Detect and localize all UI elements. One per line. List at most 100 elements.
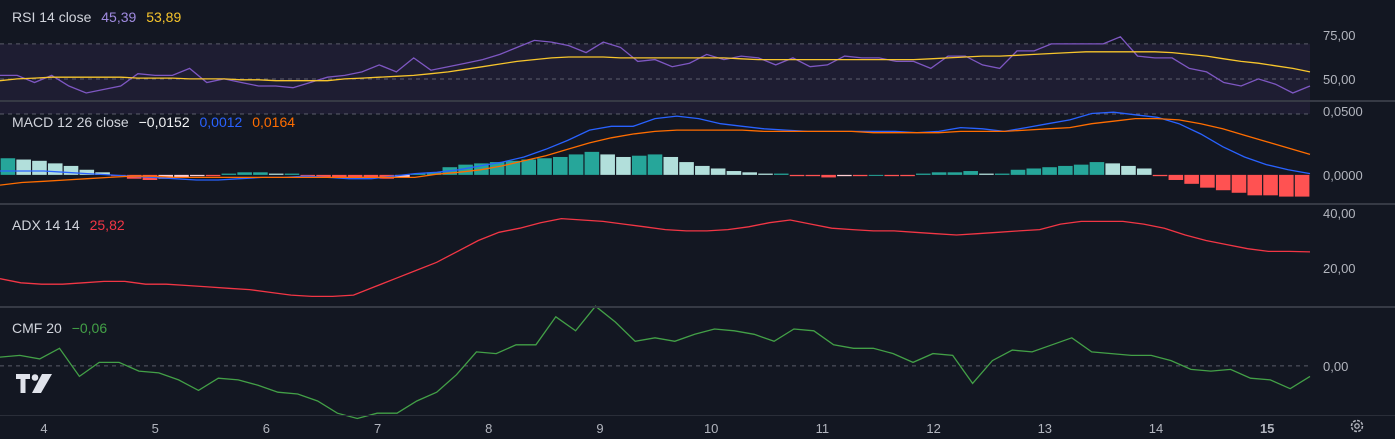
macd-histogram-bar xyxy=(1152,174,1168,177)
macd-series-line-0 xyxy=(0,111,1311,181)
macd-histogram-bar xyxy=(1200,174,1215,188)
macd-histogram-bar xyxy=(489,162,505,175)
macd-histogram-bar xyxy=(63,165,79,175)
macd-histogram-bar xyxy=(884,174,900,177)
time-tick-label: 8 xyxy=(485,421,492,436)
macd-histogram-bar xyxy=(663,156,679,175)
rsi-series-line-0 xyxy=(0,36,1311,94)
macd-histogram-bar xyxy=(79,169,95,175)
rsi-title: RSI 14 close xyxy=(12,9,92,25)
time-tick-label: 7 xyxy=(374,421,381,436)
macd-histogram-bar xyxy=(537,158,552,175)
rsi-legend[interactable]: RSI 14 close 45,39 53,89 xyxy=(12,9,187,25)
macd-series-line-1 xyxy=(0,117,1311,186)
macd-histogram-bar xyxy=(1073,164,1089,175)
macd-legend[interactable]: MACD 12 26 close −0,0152 0,0012 0,0164 xyxy=(12,114,301,130)
cmf-title: CMF 20 xyxy=(12,320,62,336)
macd-histogram-bar xyxy=(1058,165,1073,175)
rsi-y-tick-0: 75,00 xyxy=(1323,28,1356,43)
macd-histogram-bar xyxy=(189,174,205,177)
macd-histogram-bar xyxy=(174,174,189,178)
tradingview-logo[interactable] xyxy=(16,374,54,399)
macd-histogram-bar xyxy=(931,172,947,175)
macd-y-tick-0: 0,0500 xyxy=(1323,104,1363,119)
macd-histogram-bar xyxy=(253,172,268,175)
macd-histogram-bar xyxy=(16,159,31,175)
macd-histogram-bar xyxy=(994,173,1010,175)
macd-histogram-bar xyxy=(347,174,363,178)
macd-histogram-bar xyxy=(631,155,647,175)
time-tick-label: 10 xyxy=(704,421,718,436)
macd-histogram-bar xyxy=(805,174,821,177)
macd-histogram-bar xyxy=(710,168,726,175)
macd-histogram-bar xyxy=(1042,167,1057,175)
macd-histogram-bar xyxy=(947,172,963,175)
macd-histogram-bar xyxy=(1026,168,1042,175)
macd-histogram-bar xyxy=(1247,174,1263,196)
settings-gear-icon[interactable] xyxy=(1349,418,1365,439)
macd-histogram-bar xyxy=(837,174,852,177)
time-tick-label: 12 xyxy=(926,421,940,436)
macd-histogram-bar xyxy=(1168,174,1184,180)
macd-histogram-bar xyxy=(600,154,615,175)
adx-value: 25,82 xyxy=(89,217,125,233)
cmf-series-line-0 xyxy=(0,305,1311,420)
macd-histogram-bar xyxy=(789,174,805,177)
macd-histogram-bar xyxy=(773,173,789,175)
macd-histogram-bar xyxy=(568,154,584,175)
macd-histogram-bar xyxy=(742,172,757,175)
rsi-series-line-1 xyxy=(0,51,1311,82)
macd-title: MACD 12 26 close xyxy=(12,114,129,130)
macd-histogram-bar xyxy=(205,174,221,177)
macd-histogram-bar xyxy=(32,160,47,175)
rsi-value: 45,39 xyxy=(101,9,137,25)
time-tick-label: 15 xyxy=(1260,421,1274,436)
macd-histogram-bar xyxy=(679,162,694,175)
cmf-legend[interactable]: CMF 20 −0,06 xyxy=(12,320,113,336)
macd-histogram-bar xyxy=(1105,163,1121,175)
macd-histogram-bar xyxy=(821,174,836,178)
adx-series-line-0 xyxy=(0,217,1311,298)
macd-histogram-bar xyxy=(1121,165,1136,175)
macd-histogram-bar xyxy=(221,173,237,175)
macd-histogram-bar xyxy=(237,172,252,175)
macd-y-tick-1: 0,0000 xyxy=(1323,168,1363,183)
macd-histogram-bar xyxy=(1136,168,1152,175)
macd-histogram-bar xyxy=(553,156,568,175)
macd-histogram-bar xyxy=(47,163,63,175)
macd-histogram-bar xyxy=(1279,174,1294,197)
time-tick-label: 14 xyxy=(1149,421,1163,436)
macd-histogram-bar xyxy=(868,174,884,176)
macd-histogram-bar xyxy=(332,174,347,178)
macd-histogram-bar xyxy=(363,174,379,178)
macd-histogram-bar xyxy=(0,158,16,175)
macd-histogram-bar xyxy=(284,173,300,175)
macd-histogram-bar xyxy=(758,173,773,175)
macd-histogram-bar xyxy=(647,154,663,175)
rsi-ma-value: 53,89 xyxy=(146,9,182,25)
macd-histogram-bar xyxy=(316,174,331,178)
adx-legend[interactable]: ADX 14 14 25,82 xyxy=(12,217,131,233)
macd-histogram-bar xyxy=(95,172,110,175)
macd-histogram-value: −0,0152 xyxy=(138,114,190,130)
adx-y-tick-0: 40,00 xyxy=(1323,206,1356,221)
time-tick-label: 11 xyxy=(816,421,830,436)
time-tick-label: 9 xyxy=(596,421,603,436)
macd-histogram-bar xyxy=(979,173,994,175)
macd-histogram-bar xyxy=(300,174,316,177)
macd-histogram-bar xyxy=(916,173,931,175)
macd-histogram-bar xyxy=(584,151,600,175)
macd-histogram-bar xyxy=(900,174,915,177)
macd-histogram-bar xyxy=(521,159,537,175)
macd-histogram-bar xyxy=(1010,169,1026,175)
macd-histogram-bar xyxy=(1089,162,1105,175)
macd-histogram-bar xyxy=(1231,174,1247,193)
macd-histogram-bar xyxy=(426,172,442,175)
macd-histogram-bar xyxy=(695,165,710,175)
rsi-y-tick-1: 50,00 xyxy=(1323,72,1356,87)
adx-title: ADX 14 14 xyxy=(12,217,80,233)
macd-line-value: 0,0012 xyxy=(199,114,243,130)
macd-histogram-bar xyxy=(963,171,978,175)
macd-histogram-bar xyxy=(268,173,284,175)
